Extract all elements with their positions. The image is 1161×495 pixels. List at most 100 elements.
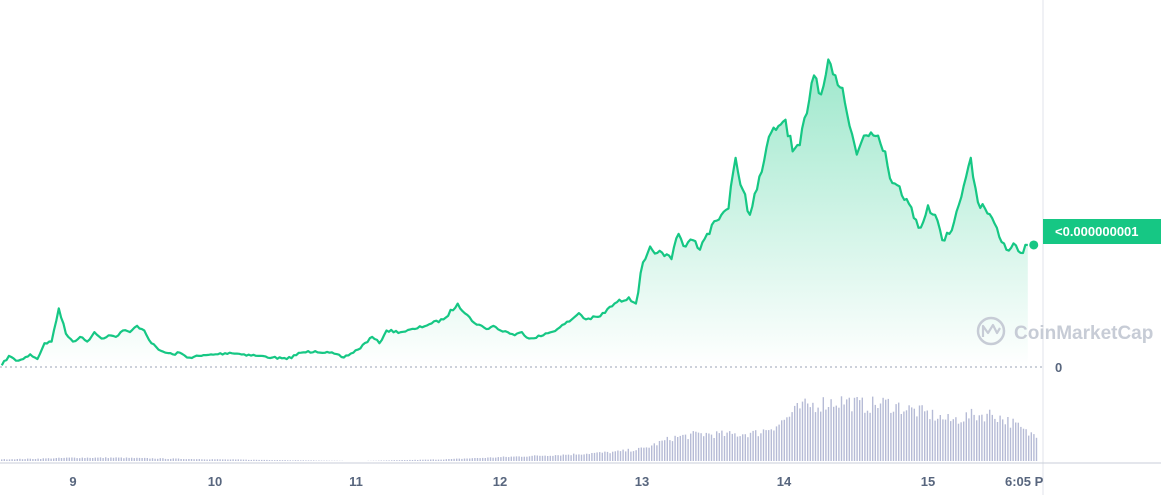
volume-bar	[180, 459, 182, 461]
volume-bar	[209, 459, 211, 461]
volume-bar	[697, 432, 700, 461]
volume-bar	[645, 447, 648, 461]
volume-bar	[313, 460, 315, 461]
volume-bar	[617, 450, 619, 461]
volume-bar	[968, 418, 970, 461]
volume-bar	[24, 459, 26, 461]
volume-bar	[908, 405, 910, 461]
volume-bar	[58, 457, 60, 461]
volume-bar	[219, 459, 221, 461]
volume-bar	[640, 447, 642, 461]
volume-bar	[144, 457, 146, 461]
volume-bar	[752, 430, 754, 461]
volume-bar	[929, 419, 931, 461]
volume-bar	[713, 438, 715, 461]
volume-bar	[271, 460, 273, 461]
volume-bar	[1, 459, 3, 461]
volume-bar	[458, 458, 460, 461]
volume-bar	[674, 435, 676, 461]
volume-bar	[726, 432, 728, 461]
volume-bar	[599, 452, 601, 461]
volume-bar	[573, 453, 575, 461]
volume-bar	[846, 399, 848, 461]
volume-bar	[814, 412, 817, 461]
volume-bar	[976, 420, 978, 461]
volume-bar	[123, 458, 125, 461]
volume-bar	[528, 456, 531, 461]
volume-bar	[138, 457, 141, 461]
volume-bar	[526, 456, 528, 461]
volume-bar	[609, 453, 611, 461]
volume-bar	[211, 459, 213, 461]
volume-bar	[50, 458, 52, 461]
volume-bar	[1020, 426, 1022, 461]
volume-bar	[430, 459, 432, 461]
volume-bar	[747, 437, 749, 461]
volume-bar	[471, 458, 473, 461]
volume-bar	[53, 458, 55, 461]
volume-bar	[479, 458, 481, 461]
volume-bar	[656, 445, 658, 461]
volume-bar	[708, 433, 710, 461]
volume-bar	[651, 445, 653, 461]
volume-bar	[630, 451, 632, 461]
volume-bar	[300, 460, 302, 461]
volume-bar	[773, 430, 775, 461]
x-tick-label: 10	[208, 474, 222, 489]
volume-bar	[497, 457, 499, 461]
volume-bar	[289, 460, 291, 461]
volume-bar	[81, 457, 83, 461]
volume-bar	[500, 457, 502, 461]
price-area-fill	[1, 59, 1028, 367]
volume-bar	[840, 396, 843, 461]
volume-bar	[684, 434, 687, 461]
volume-bar	[765, 430, 767, 461]
volume-bar	[859, 400, 861, 461]
volume-bar	[302, 460, 304, 461]
volume-bar	[45, 458, 47, 461]
volume-bar	[833, 406, 835, 461]
volume-bar	[510, 456, 512, 461]
volume-bar	[835, 405, 837, 461]
volume-bar	[515, 456, 518, 461]
volume-bar	[1002, 419, 1004, 461]
volume-bar	[396, 460, 398, 461]
volume-bar	[864, 412, 866, 461]
volume-bar	[391, 460, 393, 461]
volume-bar	[937, 418, 939, 461]
volume-bar	[508, 457, 510, 461]
volume-bar	[240, 459, 242, 461]
volume-bar	[809, 407, 811, 461]
volume-bar	[892, 411, 895, 461]
volume-bar	[505, 456, 507, 461]
volume-bar	[266, 459, 268, 461]
volume-bar	[172, 458, 174, 461]
volume-bar	[453, 458, 455, 461]
volume-bar	[284, 460, 286, 461]
volume-bar	[965, 412, 967, 461]
volume-bar	[586, 453, 588, 461]
volume-bar	[744, 434, 746, 461]
volume-bar	[827, 407, 830, 461]
volume-bar	[947, 414, 949, 461]
volume-bar	[466, 458, 468, 461]
volume-bar	[162, 458, 164, 461]
volume-bar	[950, 421, 952, 461]
volume-bar	[924, 411, 926, 461]
volume-bar	[248, 459, 250, 461]
volume-bar	[141, 458, 143, 461]
volume-bar	[786, 417, 788, 461]
volume-bar	[279, 460, 281, 461]
volume-bar	[6, 459, 8, 461]
volume-bar	[37, 458, 39, 461]
x-tick-label: 14	[777, 474, 792, 489]
volume-bar	[874, 404, 876, 461]
volume-bar	[125, 457, 128, 461]
volume-bar	[775, 426, 778, 461]
volume-bar	[258, 459, 260, 461]
volume-bar	[588, 454, 590, 461]
volume-bar	[856, 397, 858, 461]
volume-bar	[898, 402, 900, 461]
volume-bar	[297, 460, 299, 461]
volume-bar	[411, 460, 414, 461]
